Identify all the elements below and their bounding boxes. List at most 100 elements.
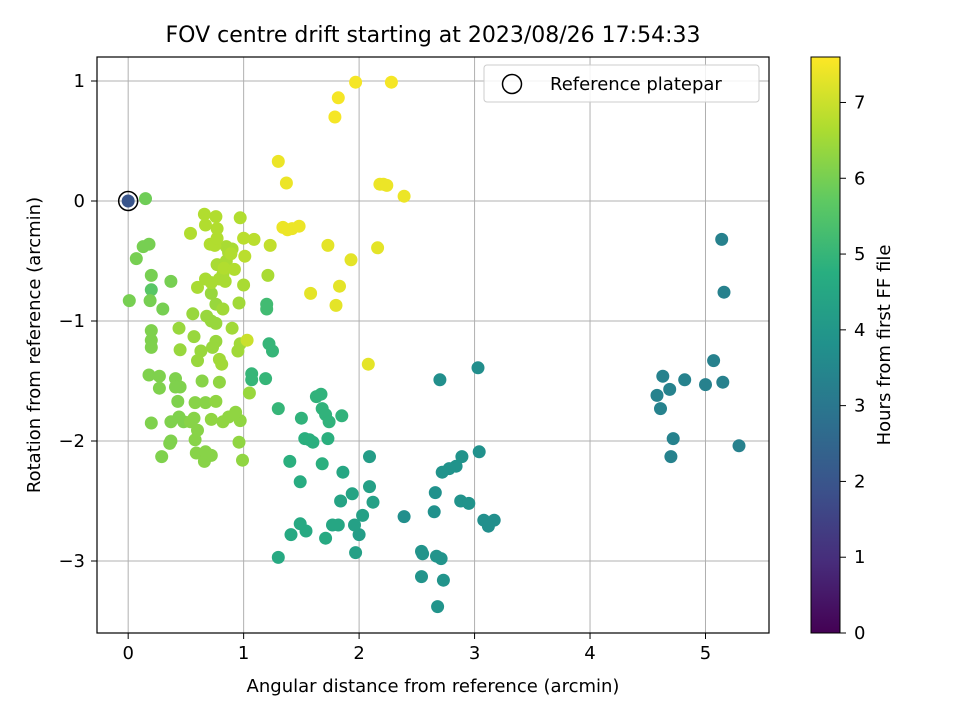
grid xyxy=(97,57,769,633)
x-tick-label: 4 xyxy=(584,643,595,664)
data-point xyxy=(237,278,251,292)
reference-point-ring xyxy=(117,190,139,212)
data-point xyxy=(436,573,450,587)
data-point xyxy=(225,321,239,335)
data-point xyxy=(144,416,158,430)
data-point xyxy=(380,178,394,192)
x-axis-ticks: 0 1 2 3 4 5 xyxy=(122,633,711,664)
data-point xyxy=(415,570,428,584)
data-point xyxy=(303,433,316,447)
data-point xyxy=(472,445,486,459)
data-point xyxy=(349,75,363,89)
data-point xyxy=(152,381,166,395)
data-point xyxy=(209,394,223,408)
data-point xyxy=(416,547,430,561)
data-point xyxy=(315,457,329,471)
data-point xyxy=(142,237,156,251)
data-point xyxy=(433,373,447,387)
data-point xyxy=(732,439,746,453)
colorbar-tick-label: 6 xyxy=(854,168,865,189)
data-point xyxy=(173,343,187,357)
chart-title: FOV centre drift starting at 2023/08/26 … xyxy=(166,23,701,48)
data-point xyxy=(481,519,495,533)
data-point xyxy=(142,368,156,382)
data-point xyxy=(210,222,224,236)
y-axis-ticks: −3 −2 −1 0 1 xyxy=(58,71,97,572)
colorbar-tick-label: 0 xyxy=(854,623,865,644)
data-point xyxy=(144,324,158,338)
colorbar-tick-label: 3 xyxy=(854,396,865,417)
data-point xyxy=(186,307,200,321)
data-point xyxy=(144,340,158,354)
data-point xyxy=(717,285,731,299)
data-point xyxy=(236,453,249,467)
data-point xyxy=(232,296,246,310)
data-point xyxy=(363,450,376,464)
data-point xyxy=(334,494,348,508)
data-point xyxy=(363,480,376,494)
data-point xyxy=(371,241,385,255)
data-point xyxy=(187,330,201,344)
legend-label-reference: Reference platepar xyxy=(550,74,722,95)
data-point xyxy=(263,238,277,252)
data-point xyxy=(361,357,375,371)
data-point xyxy=(427,505,441,519)
data-point xyxy=(210,231,224,245)
data-point xyxy=(431,600,445,614)
colorbar-tick-label: 4 xyxy=(854,320,865,341)
data-point xyxy=(292,219,306,233)
data-point xyxy=(304,286,318,300)
data-point xyxy=(699,378,712,392)
x-tick-label: 5 xyxy=(700,643,711,664)
x-tick-label: 0 xyxy=(122,643,133,664)
data-point xyxy=(434,552,448,566)
colorbar-tick-label: 1 xyxy=(854,547,865,568)
data-point xyxy=(204,412,218,426)
data-point xyxy=(188,396,202,410)
data-point xyxy=(197,207,211,221)
data-point xyxy=(335,409,349,423)
data-point xyxy=(293,475,307,489)
data-point xyxy=(143,294,157,308)
data-point xyxy=(152,369,166,383)
data-point xyxy=(356,508,370,522)
data-point xyxy=(260,302,274,316)
data-point xyxy=(215,357,229,371)
data-point xyxy=(348,518,361,532)
colorbar-label: Hours from first FF file xyxy=(874,245,895,446)
data-point xyxy=(155,450,169,464)
data-point xyxy=(271,154,285,168)
data-point xyxy=(678,373,692,387)
data-point xyxy=(199,396,212,410)
data-point xyxy=(329,298,343,312)
data-point xyxy=(164,274,178,288)
data-point xyxy=(229,405,243,419)
data-point xyxy=(240,333,254,347)
data-point xyxy=(191,354,204,368)
x-tick-label: 1 xyxy=(238,643,249,664)
data-point xyxy=(195,374,209,388)
data-point xyxy=(169,380,182,394)
data-point xyxy=(233,211,247,225)
data-point xyxy=(397,510,411,524)
data-point xyxy=(122,294,136,308)
scatter-points xyxy=(117,75,746,614)
data-point xyxy=(650,388,664,402)
data-point xyxy=(224,247,238,261)
data-point xyxy=(428,486,442,500)
data-point xyxy=(328,110,342,124)
data-point xyxy=(435,465,449,479)
legend-box xyxy=(483,64,760,103)
data-point xyxy=(232,435,246,449)
data-point xyxy=(471,361,485,375)
data-point xyxy=(245,373,259,387)
data-point xyxy=(716,375,730,389)
data-point xyxy=(345,487,359,501)
colorbar: 0 1 2 3 4 5 6 7 Hours from first FF file xyxy=(810,56,895,644)
data-point xyxy=(144,283,158,297)
x-tick-label: 2 xyxy=(353,643,364,664)
colorbar-tick-label: 5 xyxy=(854,244,865,265)
data-point xyxy=(184,226,197,240)
data-point xyxy=(199,272,212,286)
data-point xyxy=(336,465,350,479)
